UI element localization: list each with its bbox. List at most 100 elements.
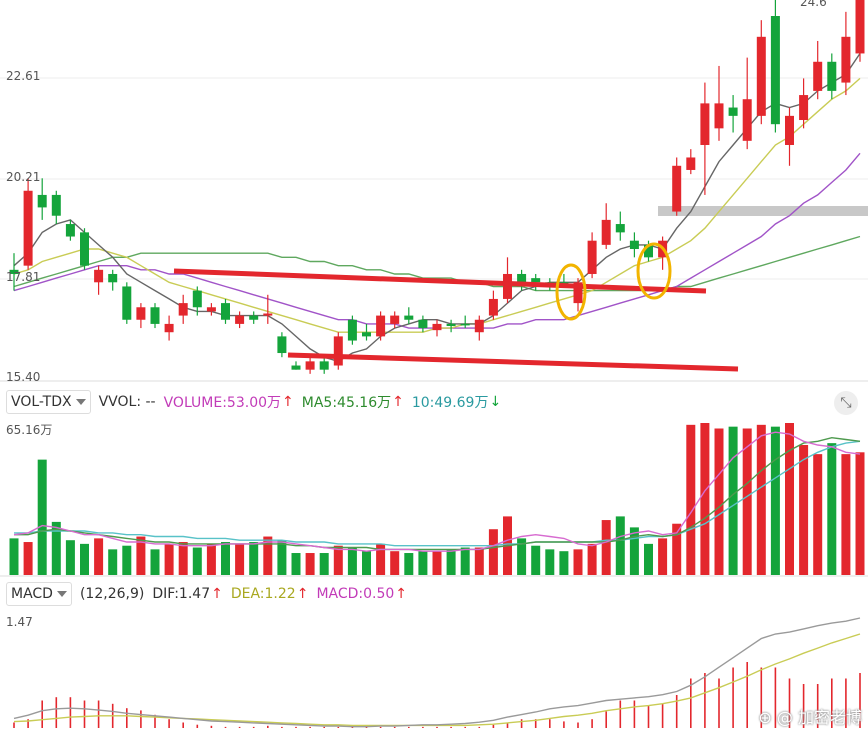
- volume-bar: [291, 553, 301, 575]
- price-axis-label-20-21: 20.21: [6, 170, 40, 184]
- candle-body: [178, 303, 188, 316]
- candle-body: [460, 323, 470, 326]
- candle-body: [799, 95, 809, 121]
- macd-up-arrow-icon: ↑: [395, 586, 408, 602]
- volume-bar: [347, 547, 357, 575]
- vol-ma-green: [14, 436, 861, 551]
- candle-body: [263, 313, 273, 316]
- price-axis-label-17-81: 17.81: [6, 270, 40, 284]
- volume-bar: [164, 543, 174, 575]
- price-axis-label-15-40: 15.40: [6, 370, 40, 384]
- volume-bar: [601, 520, 611, 575]
- candle-body: [446, 323, 456, 326]
- volume-bar: [122, 545, 132, 575]
- candle-body: [813, 61, 823, 91]
- volume-bar: [390, 551, 400, 575]
- volume-bar: [178, 542, 188, 575]
- volume-bar: [376, 543, 386, 575]
- candle-body: [122, 286, 132, 320]
- candle-body: [136, 307, 146, 320]
- volume-bar: [319, 553, 329, 575]
- dea-up-arrow-icon: ↑: [296, 586, 309, 602]
- volume-bar: [827, 443, 837, 575]
- candle-body: [827, 61, 837, 91]
- candle-body: [770, 16, 780, 125]
- volume-bar: [517, 538, 527, 575]
- volume-bar: [714, 428, 724, 575]
- candle-body: [291, 365, 301, 370]
- volume-bar: [235, 543, 245, 575]
- candle-body: [192, 290, 202, 308]
- volume-bar: [700, 423, 710, 575]
- candle-body: [573, 282, 583, 304]
- volume-bar: [686, 424, 696, 575]
- candle-body: [742, 99, 752, 141]
- ma-line-green: [13, 235, 861, 292]
- candle-body: [672, 165, 682, 212]
- candle-body: [249, 315, 259, 320]
- volume-bar: [841, 454, 851, 575]
- macd-axis-top-label: 1.47: [6, 615, 33, 629]
- dif-line: [13, 617, 861, 728]
- volume-bar: [51, 521, 61, 575]
- volume-indicator-bar: VOL-TDX VVOL: -- VOLUME:53.00万 ↑ MA5:45.1…: [0, 388, 868, 416]
- candle-body: [559, 282, 569, 284]
- ma-line-gray: [13, 53, 861, 363]
- volume-bar: [305, 553, 315, 575]
- candle-body: [629, 240, 639, 250]
- price-axis-label-22-61: 22.61: [6, 69, 40, 83]
- candle-body: [841, 36, 851, 83]
- candle-body: [277, 336, 287, 354]
- candle-body: [51, 194, 61, 216]
- macd-indicator-selector[interactable]: MACD: [6, 582, 72, 606]
- volume-bar: [362, 551, 371, 575]
- volume-bar: [545, 549, 555, 575]
- expand-icon[interactable]: ⤡: [834, 391, 858, 415]
- chevron-down-icon: [75, 399, 86, 405]
- vvol-value: VVOL: --: [98, 394, 156, 410]
- vol-ma-pink: [13, 431, 861, 552]
- macd-value: MACD:0.50: [316, 586, 395, 602]
- volume-bar: [9, 538, 19, 575]
- candle-body: [644, 244, 653, 258]
- candle-body: [94, 269, 104, 283]
- volume-bar: [855, 452, 865, 575]
- candle-body: [503, 273, 512, 299]
- candle-body: [333, 336, 343, 366]
- volume-bar: [658, 538, 668, 575]
- candle-body: [855, 0, 865, 54]
- candle-body: [531, 278, 541, 283]
- volume-bar: [65, 540, 75, 575]
- candle-body: [404, 315, 414, 320]
- volume-bar: [559, 551, 569, 575]
- candle-body: [390, 315, 400, 324]
- volume-bar: [108, 549, 118, 575]
- volume-bar: [263, 536, 273, 575]
- volume-bar: [629, 527, 639, 575]
- volume-bar: [488, 529, 498, 575]
- candle-body: [376, 315, 386, 337]
- candle-body: [615, 224, 625, 233]
- volume-bar: [446, 549, 456, 575]
- ma10-down-arrow-icon: ↓: [489, 394, 502, 410]
- candle-body: [80, 232, 89, 266]
- volume-bar: [531, 545, 541, 575]
- macd-panel: [13, 617, 861, 728]
- volume-bar: [728, 426, 738, 575]
- candle-body: [756, 36, 766, 116]
- candle-body: [418, 319, 428, 329]
- volume-bar: [94, 538, 104, 575]
- volume-indicator-name: VOL-TDX: [11, 394, 72, 410]
- volume-axis-top-label: 65.16万: [6, 423, 52, 437]
- candle-body: [601, 219, 611, 245]
- candle-body: [206, 307, 216, 312]
- volume-bar: [221, 542, 230, 575]
- volume-indicator-selector[interactable]: VOL-TDX: [6, 390, 91, 414]
- volume-bar: [432, 551, 442, 575]
- volume-bar: [615, 516, 625, 575]
- support-line: [287, 352, 739, 372]
- candle-body: [728, 107, 738, 116]
- vol-ma-cyan: [14, 440, 861, 547]
- volume-up-arrow-icon: ↑: [282, 394, 294, 410]
